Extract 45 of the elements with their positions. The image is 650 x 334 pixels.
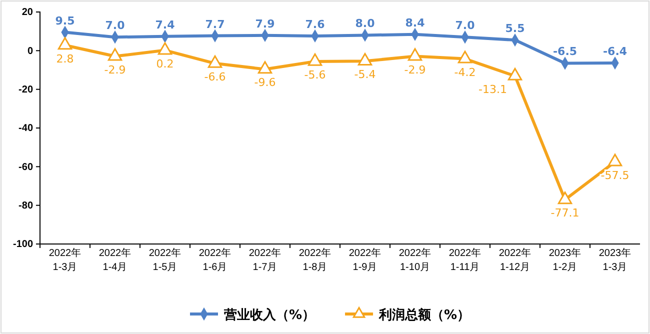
data-label: -6.6: [204, 70, 226, 84]
x-tick-label: 2022年 1-3月: [48, 247, 82, 273]
x-tick-label: 2022年 1-7月: [248, 247, 282, 273]
y-tick-label: 0: [27, 46, 34, 57]
y-tick-label: -100: [12, 239, 34, 250]
x-tick-label: 2022年 1-10月: [398, 247, 432, 273]
data-label: 7.7: [205, 18, 225, 31]
x-tick-label: 2022年 1-9月: [348, 247, 382, 273]
data-label: -9.6: [254, 76, 276, 90]
y-tick-label: -60: [18, 162, 34, 173]
data-label: 8.0: [355, 17, 376, 30]
data-label: 9.5: [55, 14, 75, 28]
data-label: -5.4: [354, 68, 376, 82]
data-label: 7.4: [155, 18, 176, 32]
y-tick-label: -20: [18, 84, 34, 96]
x-tick-label: 2022年 1-12月: [498, 247, 532, 273]
legend-label: 营业收入（%）: [223, 307, 316, 323]
data-label: 7.0: [455, 19, 476, 32]
y-tick-label: 20: [22, 7, 34, 18]
legend-label: 利润总额（%）: [378, 307, 470, 323]
data-label: 7.6: [305, 18, 326, 31]
data-label: 7.0: [105, 19, 126, 32]
data-label: 0.2: [156, 57, 174, 70]
data-label: -4.2: [454, 66, 476, 79]
data-label: 2.8: [56, 52, 74, 66]
x-tick-label: 2022年 1-8月: [298, 247, 332, 273]
data-label: -2.9: [104, 63, 126, 76]
data-label: -2.9: [404, 63, 426, 76]
x-tick-label: 2023年 1-3月: [598, 247, 632, 273]
y-tick-label: -80: [18, 200, 34, 212]
data-label: 7.9: [255, 17, 275, 30]
data-label: 8.4: [405, 16, 426, 30]
data-label: -5.6: [304, 68, 326, 82]
x-tick-label: 2022年 1-5月: [148, 247, 182, 273]
x-tick-label: 2023年 1-2月: [548, 247, 582, 273]
x-tick-label: 2022年 1-4月: [98, 247, 132, 273]
data-label: -77.1: [550, 206, 580, 220]
data-label: -6.4: [602, 45, 628, 58]
data-label: -13.1: [478, 82, 507, 96]
data-label: 5.5: [505, 22, 525, 36]
y-tick-label: -40: [18, 123, 34, 134]
data-label: -57.5: [600, 168, 630, 182]
data-label: -6.5: [552, 45, 578, 58]
x-tick-label: 2022年 1-6月: [198, 247, 232, 273]
x-tick-label: 2022年 1-11月: [448, 247, 482, 273]
